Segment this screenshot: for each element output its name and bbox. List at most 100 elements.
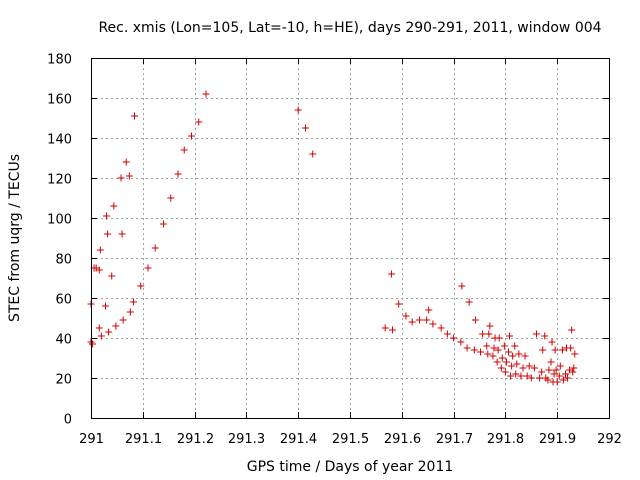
data-point — [388, 326, 396, 334]
data-point — [110, 202, 118, 210]
data-point — [527, 374, 535, 382]
data-point — [567, 344, 575, 352]
data-point — [495, 334, 503, 342]
data-point — [144, 264, 152, 272]
x-tick-label: 291.7 — [436, 432, 473, 447]
data-point — [498, 354, 506, 362]
data-point — [501, 368, 509, 376]
grid-lines — [91, 58, 609, 418]
data-point — [137, 282, 145, 290]
data-point — [548, 338, 556, 346]
data-point — [558, 346, 566, 354]
data-point — [505, 348, 513, 356]
data-point — [500, 342, 508, 350]
data-point — [489, 352, 497, 360]
data-point — [550, 370, 558, 378]
data-point — [104, 230, 112, 238]
data-point — [553, 378, 561, 386]
data-point — [525, 362, 533, 370]
axis-ticks — [91, 58, 610, 419]
data-point — [513, 360, 521, 368]
data-point — [119, 316, 127, 324]
y-tick-label: 60 — [55, 293, 72, 308]
data-point — [486, 322, 494, 330]
data-point — [425, 306, 433, 314]
data-point — [471, 316, 479, 324]
data-point — [97, 332, 105, 340]
data-point — [465, 298, 473, 306]
data-point — [551, 346, 559, 354]
data-point — [95, 266, 103, 274]
data-point — [195, 118, 203, 126]
data-point — [559, 376, 567, 384]
data-point — [381, 324, 389, 332]
data-point — [202, 90, 210, 98]
data-point — [494, 346, 502, 354]
y-tick-label: 180 — [47, 53, 72, 68]
x-tick-label: 291.2 — [177, 432, 214, 447]
x-tick-label: 291.5 — [332, 432, 369, 447]
data-point — [483, 342, 491, 350]
data-point — [429, 320, 437, 328]
data-point — [131, 112, 139, 120]
data-point — [570, 364, 578, 372]
data-point — [463, 344, 471, 352]
data-point — [539, 346, 547, 354]
data-point — [103, 212, 111, 220]
data-point — [102, 302, 110, 310]
data-point — [490, 344, 498, 352]
data-point — [479, 330, 487, 338]
data-point — [457, 338, 465, 346]
data-point — [470, 346, 478, 354]
data-point — [536, 374, 544, 382]
data-point — [493, 358, 501, 366]
y-tick-labels: 0 20 40 60 80 100 120 140 160 180 — [47, 53, 72, 428]
data-point — [125, 172, 133, 180]
data-point — [402, 312, 410, 320]
data-point — [512, 370, 520, 378]
y-tick-label: 20 — [55, 373, 72, 388]
x-tick-labels: 291 291.1 291.2 291.3 291.4 291.5 291.6 291.7 29… — [79, 432, 622, 447]
data-point — [555, 372, 563, 380]
data-point — [509, 352, 517, 360]
chart-title: Rec. xmis (Lon=105, Lat=-10, h=HE), days… — [98, 20, 601, 36]
y-tick-label: 80 — [55, 253, 72, 268]
data-point — [450, 334, 458, 342]
y-tick-label: 160 — [47, 93, 72, 108]
data-point — [415, 316, 423, 324]
x-tick-label: 291.3 — [228, 432, 265, 447]
data-point — [105, 328, 113, 336]
data-point — [108, 272, 116, 280]
data-point — [556, 362, 564, 370]
data-point — [126, 308, 134, 316]
data-point — [437, 324, 445, 332]
data-point — [515, 350, 523, 358]
data-point — [507, 372, 515, 380]
data-point — [458, 282, 466, 290]
data-point — [294, 106, 302, 114]
data-point — [521, 352, 529, 360]
data-point — [545, 366, 553, 374]
data-point — [89, 340, 97, 348]
x-axis-label: GPS time / Days of year 2011 — [247, 459, 454, 475]
y-tick-label: 120 — [47, 173, 72, 188]
y-tick-label: 40 — [55, 333, 72, 348]
data-point — [443, 330, 451, 338]
data-point — [151, 244, 159, 252]
data-point — [497, 364, 505, 372]
data-point — [517, 372, 525, 380]
data-point — [96, 246, 104, 254]
data-point — [532, 330, 540, 338]
data-point — [485, 330, 493, 338]
data-point — [538, 368, 546, 376]
x-tick-label: 292 — [597, 432, 622, 447]
data-point — [568, 326, 576, 334]
data-point — [187, 132, 195, 140]
data-point — [484, 350, 492, 358]
data-point — [571, 350, 579, 358]
data-point — [117, 174, 125, 182]
y-tick-label: 0 — [64, 413, 72, 428]
data-point — [519, 364, 527, 372]
data-point — [167, 194, 175, 202]
